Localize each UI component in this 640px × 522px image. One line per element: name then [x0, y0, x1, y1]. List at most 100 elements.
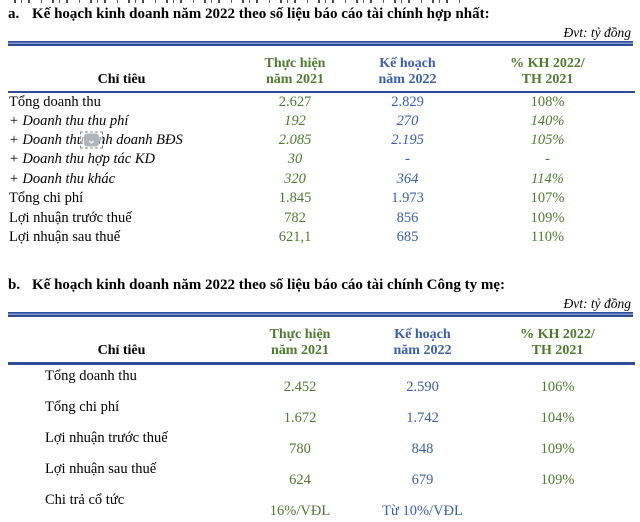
- column-header-thuc-hien-2021: Thực hiện năm 2021: [235, 317, 365, 366]
- row-value: 106%: [540, 379, 575, 396]
- table-header-row: Chỉ tiêu Thực hiện năm 2021 Kế hoạch năm…: [8, 46, 635, 93]
- column-header-thuc-hien-2021: Thực hiện năm 2021: [235, 46, 355, 93]
- row-value: 2.085: [278, 131, 312, 148]
- table-row: Tổng doanh thu 2.627 2.829 108%: [8, 92, 635, 111]
- row-value: 848: [411, 441, 434, 458]
- row-label: Tổng chi phí: [8, 189, 235, 208]
- table-row: Chi trả cổ tức 16%/VĐL Từ 10%/VĐL: [8, 489, 635, 520]
- table-consolidated: Chỉ tiêu Thực hiện năm 2021 Kế hoạch năm…: [8, 46, 635, 247]
- column-header-chi-tieu: Chỉ tiêu: [8, 46, 235, 93]
- clipped-text-fragment: [14, 0, 462, 3]
- section-marker: b.: [8, 277, 21, 294]
- row-label-text: Lợi nhuận sau thuế: [9, 228, 121, 245]
- row-value: Từ 10%/VĐL: [382, 503, 463, 520]
- row-label-text: + Doanh thu khác: [9, 170, 116, 187]
- chevron-down-icon[interactable]: ⌄: [80, 131, 103, 149]
- table-row: Lợi nhuận sau thuế 621,1 685 110%: [8, 228, 635, 247]
- row-label-text: Chi trả cổ tức: [45, 492, 125, 509]
- section-a: a. Kế hoạch kinh doanh năm 2022 theo số …: [8, 5, 635, 247]
- unit-label: Đvt: tỷ đồng: [563, 296, 631, 312]
- row-value: 1.845: [278, 190, 312, 207]
- row-value: 2.590: [406, 379, 439, 396]
- row-value: 109%: [530, 209, 565, 226]
- row-label: + Doanh thu hợp tác KD: [8, 150, 235, 169]
- row-value: 16%/VĐL: [269, 503, 331, 520]
- table-row: Tổng doanh thu 2.452 2.590 106%: [8, 364, 635, 397]
- row-value: 1.672: [283, 410, 317, 427]
- chevron-down-glyph: ⌄: [84, 133, 99, 147]
- row-value: 107%: [530, 190, 565, 207]
- table-top-border: [8, 41, 633, 46]
- row-value: 140%: [530, 112, 565, 129]
- section-title: Kế hoạch kinh doanh năm 2022 theo số liệ…: [32, 6, 490, 22]
- row-value: 624: [289, 472, 311, 489]
- row-value: 104%: [540, 410, 575, 427]
- section-a-heading: a. Kế hoạch kinh doanh năm 2022 theo số …: [8, 5, 633, 24]
- row-value: -: [545, 151, 550, 168]
- row-label: Tổng doanh thu: [8, 92, 235, 111]
- row-label-text: Lợi nhuận sau thuế: [45, 461, 157, 478]
- table-row: + Doanh thu khác 320 364 114%: [8, 170, 635, 189]
- row-value: 685: [396, 228, 419, 245]
- row-label-text: Tổng chi phí: [45, 399, 120, 416]
- column-header-ke-hoach-2022: Kế hoạch năm 2022: [355, 46, 460, 93]
- row-value: 2.452: [283, 379, 317, 396]
- row-value: 1.742: [406, 410, 439, 427]
- row-value: 2.195: [391, 131, 424, 148]
- row-label-text: + Doanh thu hợp tác KD: [9, 151, 156, 168]
- row-value: 109%: [540, 441, 575, 458]
- table-row: + Doanh thu thu phí 192 270 140%: [8, 111, 635, 130]
- row-value: 780: [289, 441, 311, 458]
- row-value: 114%: [531, 170, 564, 187]
- row-value: 105%: [530, 131, 565, 148]
- table-top-border: [8, 312, 633, 318]
- row-value: 2.829: [391, 93, 424, 110]
- table-row: Tổng chi phí 1.672 1.742 104%: [8, 396, 635, 427]
- table-parent-company: Chỉ tiêu Thực hiện năm 2021 Kế hoạch năm…: [8, 317, 635, 520]
- table-row: Lợi nhuận trước thuế 782 856 109%: [8, 208, 635, 227]
- row-value: 30: [287, 151, 303, 168]
- table-row: Tổng chi phí 1.845 1.973 107%: [8, 189, 635, 208]
- row-label-text: Lợi nhuận trước thuế: [9, 209, 132, 226]
- table-header-row: Chỉ tiêu Thực hiện năm 2021 Kế hoạch năm…: [8, 317, 635, 366]
- column-header-percent-kh-th: % KH 2022/ TH 2021: [460, 46, 635, 93]
- row-label: + Doanh thu khác: [8, 170, 235, 189]
- row-value: 1.973: [391, 190, 424, 207]
- row-value: 109%: [540, 472, 575, 489]
- row-value: 621,1: [278, 228, 312, 245]
- row-value: [480, 489, 635, 520]
- row-value: -: [405, 151, 410, 168]
- row-value: 856: [396, 209, 419, 226]
- section-title: Kế hoạch kinh doanh năm 2022 theo số liệ…: [32, 277, 505, 294]
- row-value: 320: [284, 170, 306, 187]
- row-label: Lợi nhuận sau thuế: [8, 458, 235, 489]
- table-row: + Doanh thu kinh doanh BĐS⌄ 2.085 2.195 105…: [8, 131, 635, 150]
- row-value: 270: [396, 112, 419, 129]
- section-marker: a.: [8, 6, 20, 22]
- row-label: Lợi nhuận trước thuế: [8, 208, 235, 227]
- row-label: Tổng doanh thu: [8, 364, 235, 397]
- column-header-ke-hoach-2022: Kế hoạch năm 2022: [365, 317, 480, 366]
- row-label: + Doanh thu thu phí: [8, 111, 235, 130]
- row-label-text: Tổng doanh thu: [9, 93, 101, 110]
- table-row: Lợi nhuận trước thuế 780 848 109%: [8, 427, 635, 458]
- row-label: Lợi nhuận sau thuế: [8, 228, 235, 247]
- row-label: + Doanh thu kinh doanh BĐS⌄: [8, 131, 235, 150]
- row-value: 2.627: [278, 93, 312, 110]
- row-label-text: Tổng chi phí: [9, 190, 84, 207]
- table-row: + Doanh thu hợp tác KD 30 - -: [8, 150, 635, 169]
- row-label-text: Lợi nhuận trước thuế: [45, 430, 168, 447]
- row-value: 782: [284, 209, 306, 226]
- row-value: 679: [411, 472, 434, 489]
- table-row: Lợi nhuận sau thuế 624 679 109%: [8, 458, 635, 489]
- row-value: 364: [396, 170, 419, 187]
- column-header-percent-kh-th: % KH 2022/ TH 2021: [480, 317, 635, 366]
- row-label-text: Tổng doanh thu: [45, 368, 137, 385]
- row-value: 108%: [530, 93, 565, 110]
- row-label-text: + Doanh thu thu phí: [9, 112, 129, 129]
- row-label: Tổng chi phí: [8, 396, 235, 427]
- column-header-chi-tieu: Chỉ tiêu: [8, 317, 235, 366]
- section-b: b. Kế hoạch kinh doanh năm 2022 theo số …: [8, 276, 635, 520]
- row-label: Chi trả cổ tức: [8, 489, 235, 520]
